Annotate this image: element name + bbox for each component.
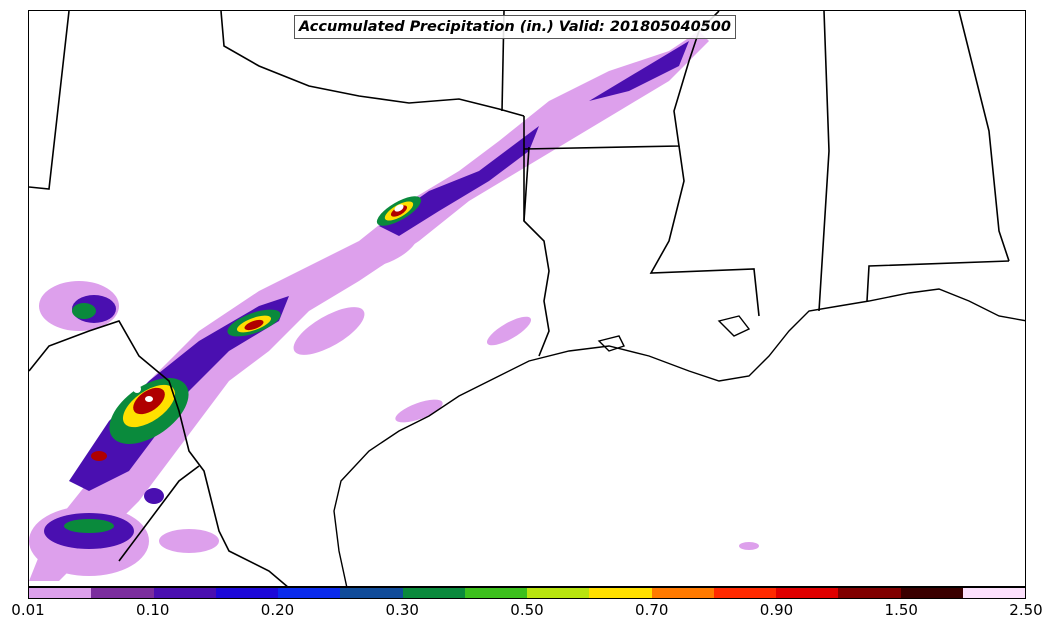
colorbar-segment-11 xyxy=(713,588,776,598)
colorbar-segment-7 xyxy=(464,588,527,598)
colorbar-tick-label: 0.70 xyxy=(635,601,669,619)
colorbar-tick-label: 0.30 xyxy=(385,601,419,619)
colorbar-tick-label: 0.10 xyxy=(136,601,170,619)
colorbar-segment-1 xyxy=(91,588,154,598)
colorbar-segment-15 xyxy=(962,588,1025,598)
map-panel[interactable] xyxy=(28,10,1026,587)
colorbar-tick-label: 0.50 xyxy=(510,601,544,619)
colorbar-segment-13 xyxy=(838,588,901,598)
colorbar-segment-12 xyxy=(776,588,839,598)
colorbar-segment-4 xyxy=(278,588,341,598)
colorbar-tick-label: 2.50 xyxy=(1009,601,1043,619)
colorbar-tick-label: 0.20 xyxy=(260,601,295,619)
colorbar-segment-8 xyxy=(527,588,590,598)
colorbar-segment-10 xyxy=(651,588,714,598)
precip-extreme xyxy=(133,204,404,402)
colorbar-tick-label: 0.01 xyxy=(11,601,45,619)
colorbar-segment-0 xyxy=(29,588,92,598)
precip-light xyxy=(29,31,759,581)
map-title: Accumulated Precipitation (in.) Valid: 2… xyxy=(294,15,736,39)
colorbar-segment-5 xyxy=(340,588,403,598)
colorbar xyxy=(28,587,1026,599)
coastline xyxy=(333,288,1025,586)
colorbar-segment-3 xyxy=(215,588,278,598)
colorbar-tick-label: 0.90 xyxy=(759,601,794,619)
colorbar-segment-6 xyxy=(402,588,465,598)
colorbar-tick-label: 1.50 xyxy=(884,601,918,619)
colorbar-segment-14 xyxy=(900,588,963,598)
colorbar-segment-2 xyxy=(153,588,216,598)
colorbar-segment-9 xyxy=(589,588,652,598)
precipitation-map xyxy=(29,11,1025,586)
state-borders xyxy=(29,11,1010,586)
